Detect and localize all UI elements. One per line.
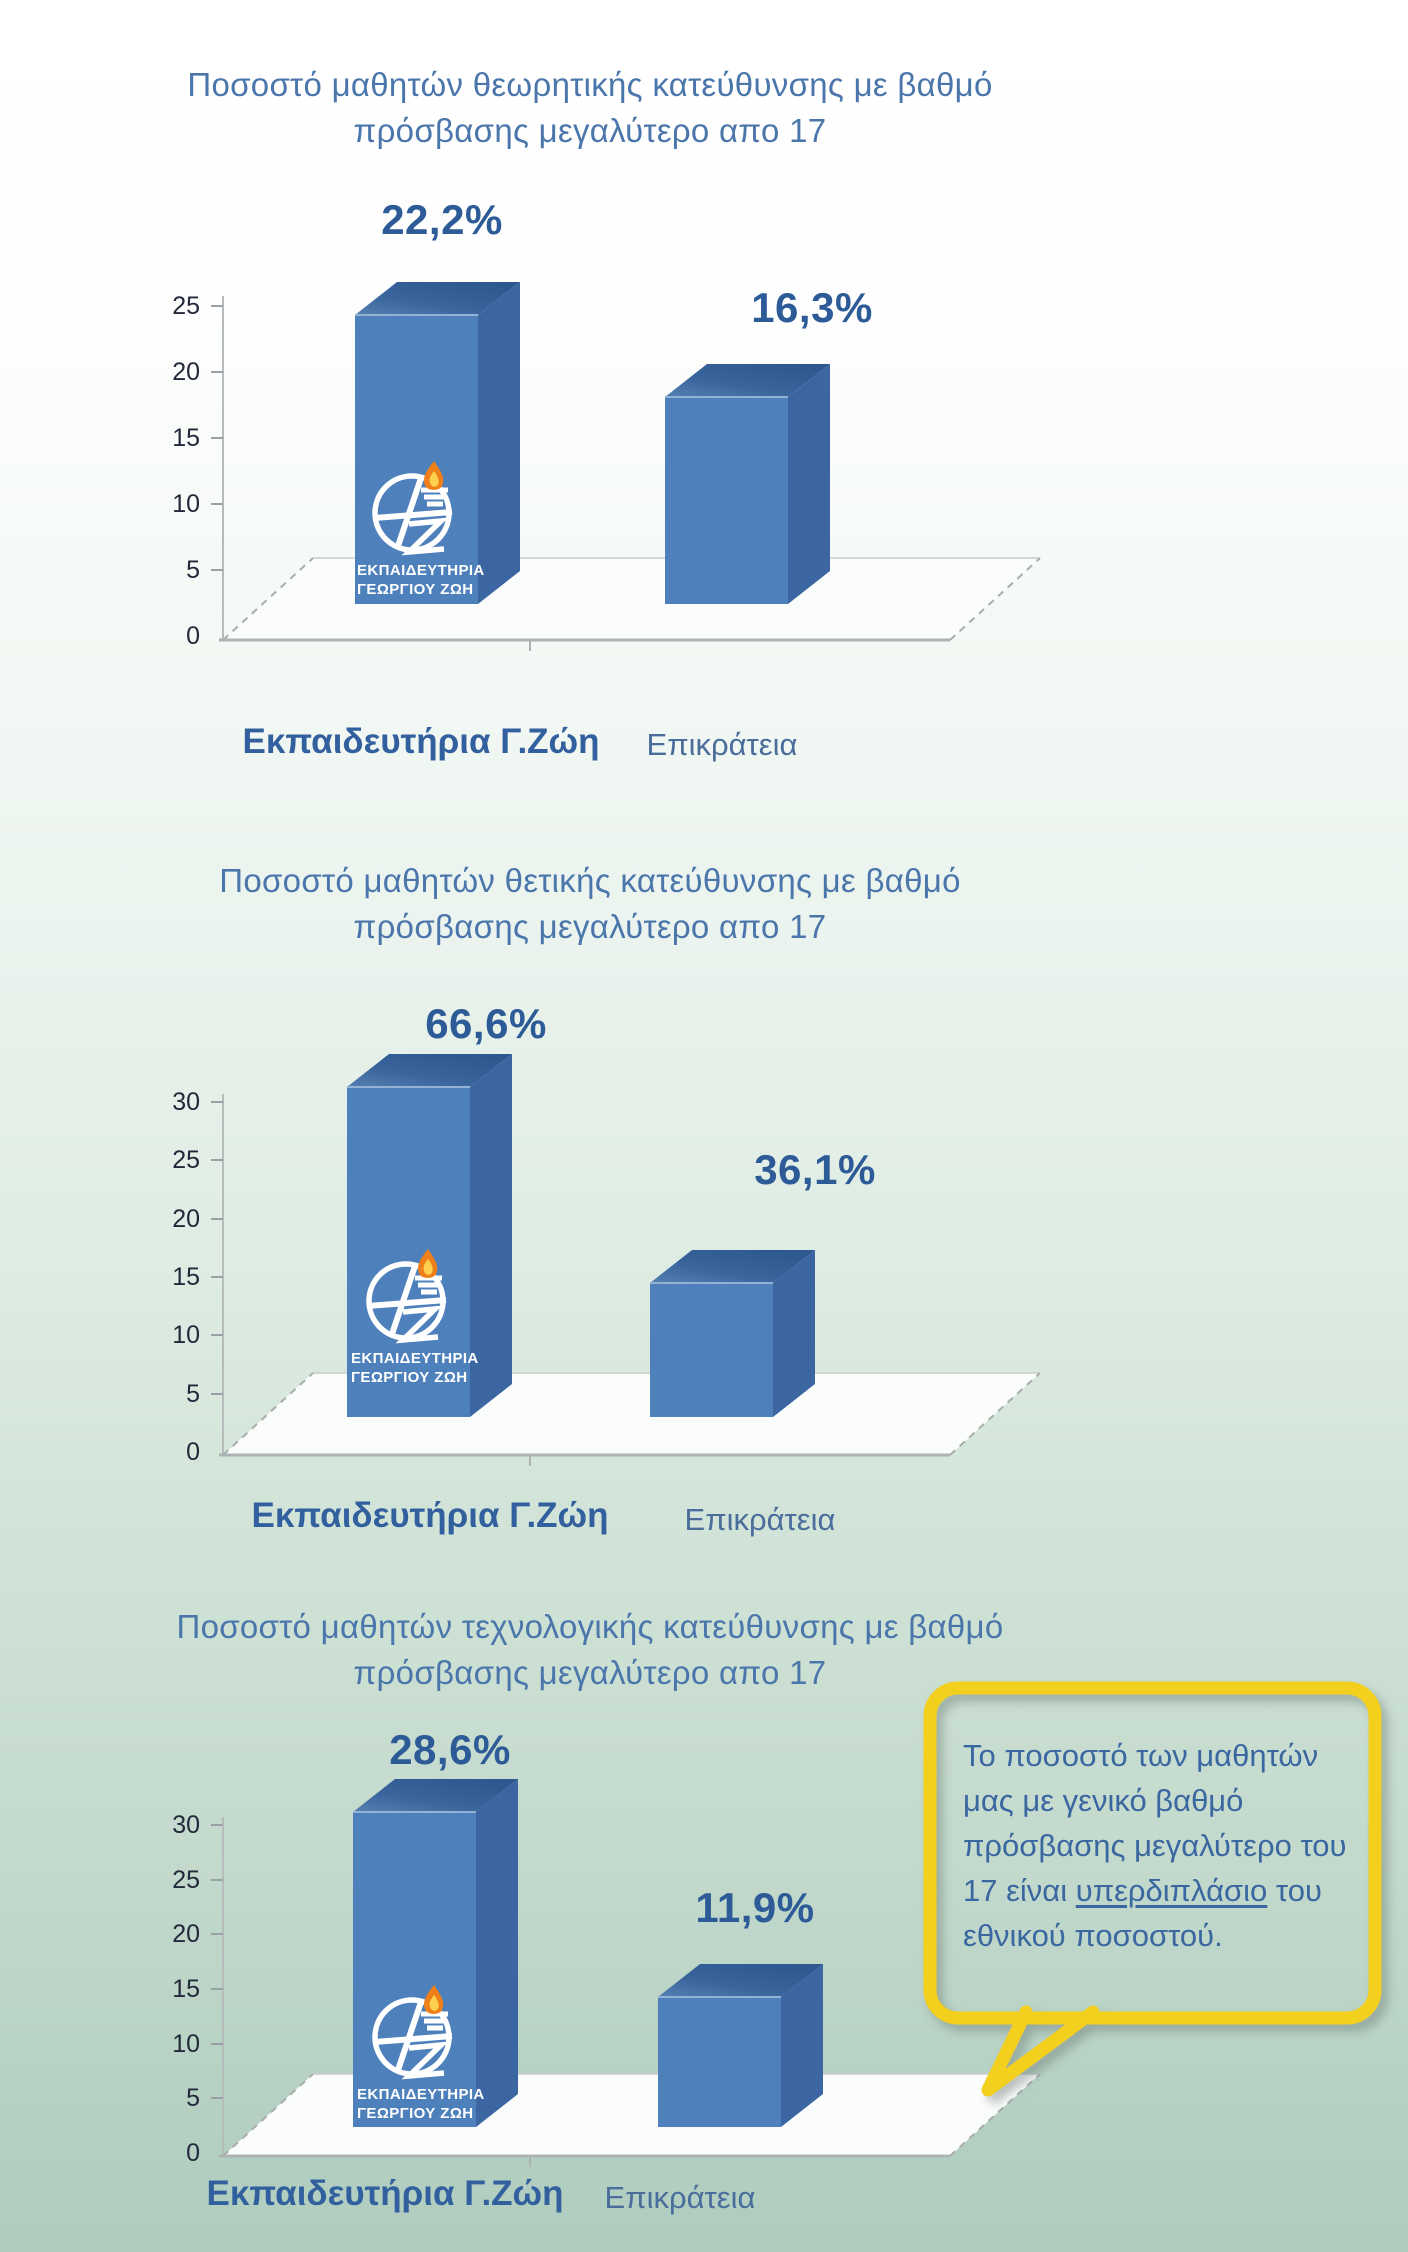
bar-top-face [347, 1054, 512, 1087]
y-tick-label: 30 [172, 1811, 200, 1839]
y-tick-label: 15 [172, 1263, 200, 1291]
chart3-value-school: 28,6% [389, 1726, 511, 1773]
chart3-title: Ποσοστό μαθητών τεχνολογικής κατεύθυνσης… [80, 1604, 1100, 1696]
bar-side-face [478, 282, 520, 604]
y-tick-label: 25 [172, 1866, 200, 1894]
chart1-bar-school [355, 282, 520, 604]
school-logo-text-line2: ΓΕΩΡΓΙΟΥ ΖΩΗ [357, 2104, 474, 2122]
y-tick-label: 15 [172, 1975, 200, 2003]
school-logo-mark [358, 1246, 458, 1350]
chart2-title: Ποσοστό μαθητών θετικής κατεύθυνσης με β… [90, 858, 1090, 950]
school-logo-text-line1: ΕΚΠΑΙΔΕΥΤΗΡΙΑ [357, 2086, 485, 2103]
chart2-value-national: 36,1% [754, 1146, 876, 1193]
y-tick-label: 20 [172, 1205, 200, 1233]
bar-front-face [355, 315, 478, 604]
chart1-y-ticks: 25 20 15 10 5 0 [172, 292, 223, 650]
bar-side-face [781, 1964, 823, 2127]
chart3-value-national: 11,9% [695, 1884, 815, 1931]
callout-text-before: Το ποσοστό των μαθητών μας με γενικό βαθ… [963, 1738, 1347, 1908]
y-tick-label: 5 [186, 2084, 200, 2112]
chart2-value-school: 66,6% [425, 1000, 547, 1047]
callout-bubble-border [923, 1681, 1382, 2025]
y-tick-label: 20 [172, 358, 200, 386]
y-tick-label: 0 [186, 1438, 200, 1466]
chart1-plot: 25 20 15 10 5 0 [172, 282, 1041, 651]
y-tick-label: 5 [186, 1380, 200, 1408]
y-tick-label: 25 [172, 1146, 200, 1174]
y-tick-label: 25 [172, 292, 200, 320]
chart3-plot: 30 25 20 15 10 5 0 [172, 1779, 1041, 2167]
school-logo-mark [364, 458, 464, 562]
callout-bubble-tail [981, 2005, 1100, 2097]
chart1-title: Ποσοστό μαθητών θεωρητικής κατεύθυνσης μ… [90, 62, 1090, 154]
y-tick-label: 0 [186, 2139, 200, 2167]
chart2-floor [223, 1373, 1040, 1455]
callout-text: Το ποσοστό των μαθητών μας με γενικό βαθ… [963, 1734, 1355, 1959]
bar-front-face [658, 1997, 781, 2127]
chart3-y-ticks: 30 25 20 15 10 5 0 [172, 1811, 223, 2167]
bar-side-face [476, 1779, 518, 2127]
bar-side-face [470, 1054, 512, 1417]
bar-side-face [788, 364, 830, 604]
bar-side-face [773, 1250, 815, 1417]
y-tick-label: 0 [186, 622, 200, 650]
y-tick-label: 10 [172, 2030, 200, 2058]
chart1-bar-national [665, 364, 830, 604]
callout-text-underlined: υπερδιπλάσιο [1075, 1872, 1268, 1908]
chart3-category-national: Επικράτεια [604, 2180, 756, 2215]
bar-front-face [650, 1283, 773, 1417]
y-tick-label: 5 [186, 556, 200, 584]
bar-top-face [658, 1964, 823, 1997]
chart1-category-national: Επικράτεια [646, 727, 798, 762]
callout-text-after: του εθνικού ποσοστού. [963, 1872, 1322, 1953]
chart3-bar-national [658, 1964, 823, 2127]
chart2-plot: 30 25 20 15 10 5 0 [172, 1054, 1041, 1466]
bar-top-face [353, 1779, 518, 1812]
y-tick-label: 20 [172, 1920, 200, 1948]
school-logo-mark [364, 1982, 464, 2086]
chart2-title-line1: Ποσοστό μαθητών θετικής κατεύθυνσης με β… [219, 862, 961, 899]
bar-top-face [665, 364, 830, 397]
chart1-category-school: Εκπαιδευτήρια Γ.Ζώη [242, 722, 600, 761]
y-tick-label: 15 [172, 424, 200, 452]
y-tick-label: 30 [172, 1088, 200, 1116]
bar-front-face [665, 397, 788, 604]
y-tick-label: 10 [172, 490, 200, 518]
y-tick-label: 10 [172, 1321, 200, 1349]
school-logo-text-line2: ΓΕΩΡΓΙΟΥ ΖΩΗ [351, 1368, 468, 1386]
school-logo: ΕΚΠΑΙΔΕΥΤΗΡΙΑ ΓΕΩΡΓΙΟΥ ΖΩΗ [357, 458, 485, 600]
school-logo: ΕΚΠΑΙΔΕΥΤΗΡΙΑ ΓΕΩΡΓΙΟΥ ΖΩΗ [351, 1246, 479, 1388]
school-logo: ΕΚΠΑΙΔΕΥΤΗΡΙΑ ΓΕΩΡΓΙΟΥ ΖΩΗ [357, 1982, 485, 2124]
bar-front-face [347, 1087, 470, 1417]
bar-top-face [355, 282, 520, 315]
chart1-floor [223, 558, 1040, 640]
chart2-bar-national [650, 1250, 815, 1417]
chart2-bar-school [347, 1054, 512, 1417]
chart3-title-line2: πρόσβασης μεγαλύτερο απο 17 [353, 1654, 827, 1692]
chart1-title-line1: Ποσοστό μαθητών θεωρητικής κατεύθυνσης μ… [187, 66, 993, 103]
chart2-title-line2: πρόσβασης μεγαλύτερο απο 17 [353, 908, 827, 946]
school-logo-text-line1: ΕΚΠΑΙΔΕΥΤΗΡΙΑ [357, 562, 485, 579]
school-logo-text-line2: ΓΕΩΡΓΙΟΥ ΖΩΗ [357, 580, 474, 598]
chart3-title-line1: Ποσοστό μαθητών τεχνολογικής κατεύθυνσης… [176, 1608, 1004, 1645]
chart1-title-line2: πρόσβασης μεγαλύτερο απο 17 [353, 112, 827, 150]
school-logo-text-line1: ΕΚΠΑΙΔΕΥΤΗΡΙΑ [351, 1350, 479, 1367]
chart2-category-school: Εκπαιδευτήρια Γ.Ζώη [251, 1496, 609, 1535]
chart3-category-school: Εκπαιδευτήρια Γ.Ζώη [206, 2174, 564, 2213]
chart2-y-ticks: 30 25 20 15 10 5 0 [172, 1088, 223, 1466]
chart1-value-school: 22,2% [381, 196, 503, 243]
chart2-category-national: Επικράτεια [684, 1502, 836, 1537]
callout-bubble [923, 1681, 1382, 2097]
chart1-value-national: 16,3% [751, 284, 873, 331]
bar-top-face [650, 1250, 815, 1283]
